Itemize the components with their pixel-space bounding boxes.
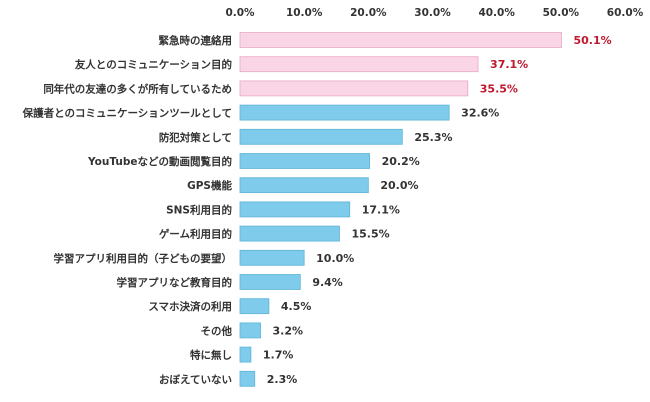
x-tick-label: 50.0% <box>543 7 580 19</box>
bar <box>239 298 270 315</box>
category-label: 学習アプリ利用目的（子どもの要望） <box>54 252 233 265</box>
value-label: 9.4% <box>312 276 343 289</box>
value-label: 3.2% <box>273 324 304 337</box>
bar-highlighted <box>239 32 562 48</box>
x-tick-label: 40.0% <box>478 7 515 19</box>
value-label: 20.2% <box>382 155 420 168</box>
bar <box>239 104 450 121</box>
value-label: 20.0% <box>380 179 418 192</box>
category-label: おぼえていない <box>159 373 232 386</box>
value-label: 15.5% <box>351 228 389 241</box>
bar <box>239 177 369 194</box>
x-tick-label: 10.0% <box>286 7 323 19</box>
value-label: 17.1% <box>362 203 400 216</box>
value-label: 32.6% <box>461 107 499 120</box>
category-label: 緊急時の連絡用 <box>159 34 233 47</box>
category-label: その他 <box>201 324 233 337</box>
category-label: 友人とのコミュニケーション目的 <box>74 58 232 71</box>
bar <box>239 346 252 363</box>
value-label: 4.5% <box>281 300 312 313</box>
value-label: 10.0% <box>316 252 354 265</box>
bar-highlighted <box>239 80 469 97</box>
category-label: スマホ決済の利用 <box>148 300 232 313</box>
bar <box>239 370 256 387</box>
x-tick-label: 0.0% <box>225 7 255 19</box>
value-label: 25.3% <box>414 131 452 144</box>
category-label: 同年代の友達の多くが所有しているため <box>43 82 232 95</box>
bar <box>239 201 351 218</box>
category-label: GPS機能 <box>187 179 232 192</box>
value-label: 35.5% <box>480 82 518 95</box>
category-label: 防犯対策として <box>159 131 232 144</box>
value-label: 1.7% <box>263 349 294 362</box>
category-label: 特に無し <box>190 349 232 362</box>
bar <box>239 249 305 266</box>
category-label: 保護者とのコミュニケーションツールとして <box>22 107 232 120</box>
value-label: 2.3% <box>267 373 298 386</box>
bar <box>239 153 371 169</box>
category-label: 学習アプリなど教育目的 <box>117 276 233 289</box>
bar <box>239 322 261 339</box>
bar-highlighted <box>239 56 479 73</box>
category-label: ゲーム利用目的 <box>159 228 232 241</box>
x-tick-label: 20.0% <box>350 7 387 19</box>
bar <box>239 225 340 242</box>
x-tick-label: 60.0% <box>607 7 644 19</box>
value-label: 37.1% <box>490 58 528 71</box>
category-label: SNS利用目的 <box>166 203 232 216</box>
bar <box>239 128 403 145</box>
category-label: YouTubeなどの動画閲覧目的 <box>87 155 232 168</box>
x-tick-label: 30.0% <box>414 7 451 19</box>
bar <box>239 274 301 290</box>
value-label: 50.1% <box>573 34 611 47</box>
